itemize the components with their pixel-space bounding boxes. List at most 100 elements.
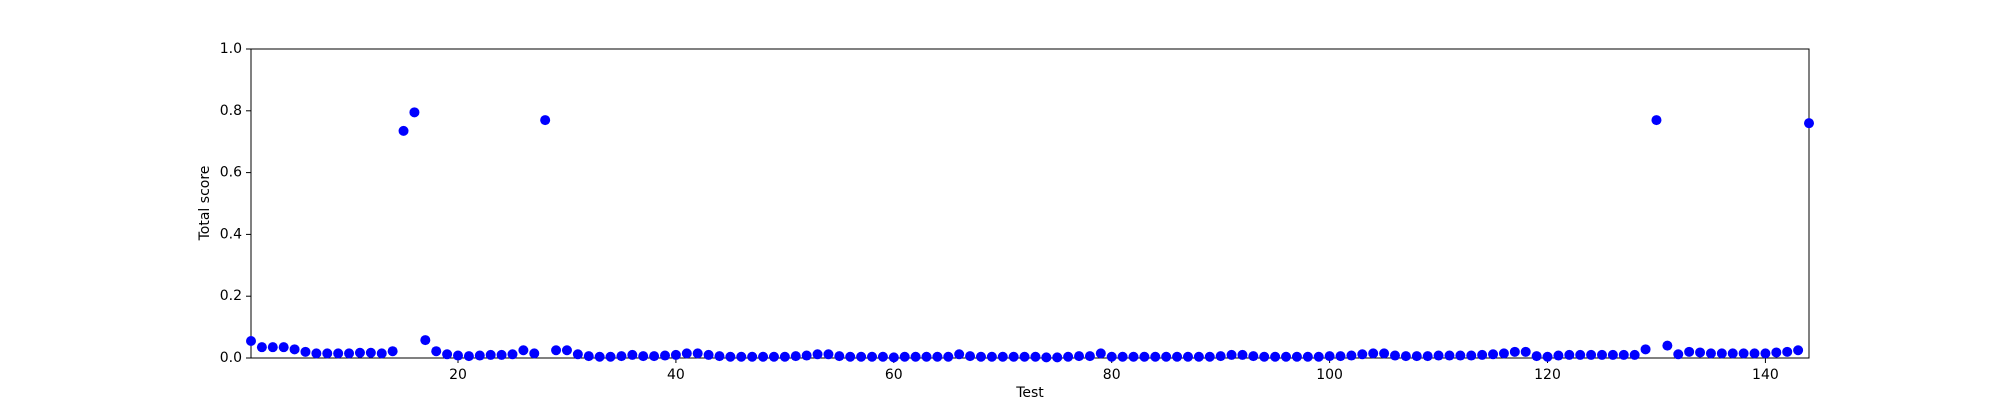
point: [398, 125, 409, 136]
point: [921, 351, 932, 362]
point: [1084, 351, 1095, 362]
point: [1193, 351, 1204, 362]
point: [1313, 351, 1324, 362]
point: [1400, 351, 1411, 362]
point: [1302, 351, 1313, 362]
point: [1182, 351, 1193, 362]
point: [1248, 351, 1259, 362]
point: [1586, 349, 1597, 360]
point: [529, 348, 540, 359]
point: [474, 350, 485, 361]
point: [1041, 352, 1052, 363]
point: [333, 348, 344, 359]
point: [1161, 351, 1172, 362]
point: [1422, 351, 1433, 362]
point: [1270, 351, 1281, 362]
point: [1575, 349, 1586, 360]
point: [267, 342, 278, 353]
point: [1095, 348, 1106, 359]
point: [507, 349, 518, 360]
point: [1150, 351, 1161, 362]
point: [1335, 351, 1346, 362]
point: [1477, 349, 1488, 360]
point: [801, 350, 812, 361]
point: [681, 348, 692, 359]
point: [1804, 118, 1814, 129]
point: [485, 349, 496, 360]
point: [714, 351, 725, 362]
point: [997, 351, 1008, 362]
point: [1466, 350, 1477, 361]
point: [278, 342, 289, 353]
point: [387, 346, 398, 357]
point: [583, 351, 594, 362]
point: [1215, 351, 1226, 362]
point: [1433, 350, 1444, 361]
point: [1760, 348, 1771, 359]
point: [1629, 349, 1640, 360]
point: [1259, 351, 1270, 362]
point: [420, 335, 431, 346]
y-tick-label: 0.2: [220, 288, 242, 304]
point: [1117, 351, 1128, 362]
point: [311, 348, 322, 359]
point: [1019, 351, 1030, 362]
point: [1695, 347, 1706, 358]
point: [1531, 351, 1542, 362]
point: [344, 348, 355, 359]
plot-frame: [250, 48, 1810, 359]
point: [638, 351, 649, 362]
y-tick-label: 0.4: [220, 226, 242, 242]
point: [888, 352, 899, 363]
x-tick-label: 120: [1534, 367, 1561, 383]
point: [376, 348, 387, 359]
point: [1738, 348, 1749, 359]
x-tick-label: 80: [1103, 367, 1121, 383]
point: [300, 346, 311, 357]
x-tick-label: 20: [449, 367, 467, 383]
point: [758, 351, 769, 362]
point: [1074, 351, 1085, 362]
point: [1727, 348, 1738, 359]
point: [246, 336, 256, 347]
point: [442, 349, 453, 360]
point: [867, 351, 878, 362]
point: [1291, 351, 1302, 362]
point: [1782, 346, 1793, 357]
point: [747, 351, 758, 362]
point: [1684, 346, 1695, 357]
point: [823, 349, 834, 360]
point: [1651, 115, 1662, 126]
point: [289, 344, 300, 355]
point: [986, 351, 997, 362]
point: [1226, 349, 1237, 360]
point: [1520, 346, 1531, 357]
point: [703, 349, 714, 360]
point: [1357, 349, 1368, 360]
point: [354, 347, 365, 358]
x-tick-label: 40: [667, 367, 685, 383]
point: [1596, 349, 1607, 360]
point: [1139, 351, 1150, 362]
point: [256, 342, 267, 353]
point: [594, 351, 605, 362]
point: [1281, 351, 1292, 362]
point: [1455, 350, 1466, 361]
point: [1705, 348, 1716, 359]
point: [649, 351, 660, 362]
point: [1716, 348, 1727, 359]
point: [1324, 351, 1335, 362]
point: [1564, 349, 1575, 360]
point: [1052, 352, 1063, 363]
point: [943, 351, 954, 362]
point: [551, 345, 562, 356]
point: [790, 351, 801, 362]
point: [1498, 348, 1509, 359]
point: [768, 351, 779, 362]
point: [965, 351, 976, 362]
x-tick-label: 60: [885, 367, 903, 383]
point: [1237, 349, 1248, 360]
point: [736, 351, 747, 362]
point: [605, 351, 616, 362]
point: [856, 351, 867, 362]
